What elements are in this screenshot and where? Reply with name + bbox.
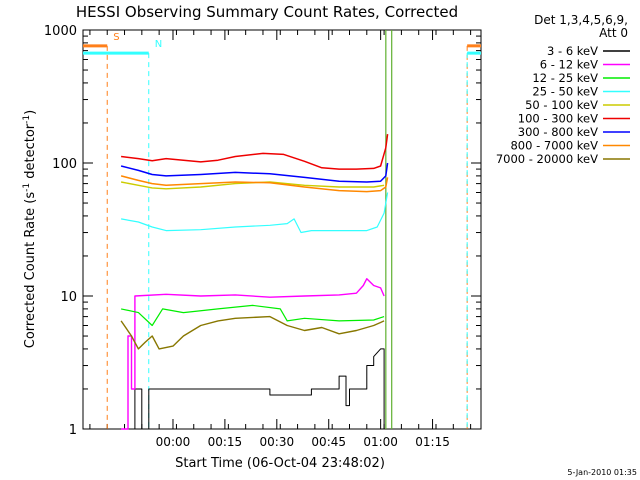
legend-label-3: 12 - 25 keV (532, 71, 598, 85)
footer-date: 5-Jan-2010 01:35 (567, 468, 637, 477)
legend-header-1: Det 1,3,4,5,6,9, (534, 13, 628, 27)
plot-area: 1 10 100 1000 00:00 00:15 00:30 00:45 01:00 01:15… (44, 24, 482, 449)
legend-label-1: 3 - 6 keV (547, 44, 598, 58)
legend-label-9: 7000 - 20000 keV (496, 152, 598, 166)
y-axis-label: Corrected Count Rate (s-1 detector-1) (22, 110, 38, 348)
x-tick-label: 00:00 (156, 435, 191, 449)
legend-label-2: 6 - 12 keV (540, 58, 598, 72)
series-line-3 (120, 304, 385, 327)
flag-n-label: N (155, 39, 162, 50)
series-line-2 (121, 278, 385, 430)
legend-header-2: Att 0 (599, 26, 628, 40)
series-line-6 (121, 134, 389, 170)
x-tick-label: 00:15 (208, 435, 243, 449)
chart-title: HESSI Observing Summary Count Rates, Cor… (76, 3, 458, 21)
y-tick-label: 1000 (44, 24, 77, 39)
legend-label-4: 25 - 50 keV (532, 85, 598, 99)
series-line-9 (120, 315, 385, 350)
legend-label-8: 800 - 7000 keV (510, 139, 598, 153)
legend-label-7: 300 - 800 keV (518, 125, 598, 139)
x-tick-label: 01:15 (415, 435, 450, 449)
x-tick-label: 01:00 (363, 435, 398, 449)
y-tick-label: 1 (69, 423, 77, 438)
y-tick-label: 10 (60, 290, 77, 305)
legend-label-6: 100 - 300 keV (518, 112, 598, 126)
x-axis-label: Start Time (06-Oct-04 23:48:02) (175, 456, 385, 471)
series-line-7 (120, 162, 389, 183)
x-tick-label: 00:30 (260, 435, 295, 449)
series-line-4 (120, 192, 389, 234)
series-line-1 (128, 348, 385, 430)
series-line-5 (120, 181, 385, 190)
y-tick-label: 100 (52, 157, 77, 172)
legend-label-5: 50 - 100 keV (525, 98, 598, 112)
flag-s-label: S (113, 32, 119, 43)
x-tick-label: 00:45 (311, 435, 346, 449)
plot-frame (82, 29, 482, 430)
series-line-8 (120, 175, 389, 193)
